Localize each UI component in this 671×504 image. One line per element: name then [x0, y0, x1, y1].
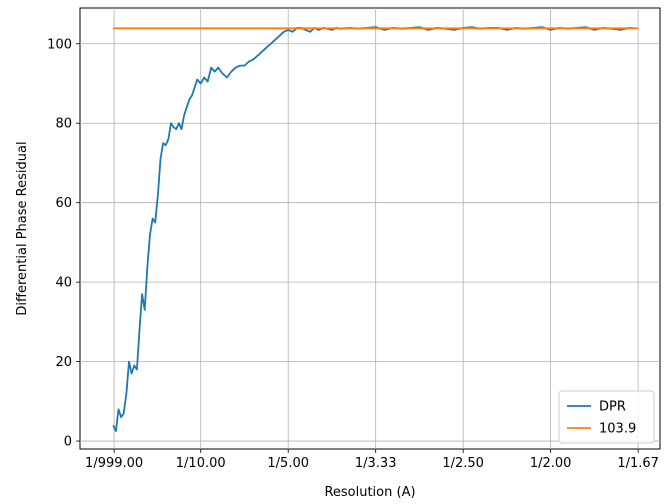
axis-ticks: 1/999.00 1/10.00 1/5.00 1/3.33 1/2.50 1/2.00 1…	[47, 37, 659, 471]
x-tick-label: 1/2.50	[442, 456, 484, 471]
x-tick-label: 1/1.67	[617, 456, 659, 471]
grid	[80, 8, 660, 449]
legend-label: 103.9	[599, 422, 636, 437]
x-tick-label: 1/10.00	[176, 456, 226, 471]
y-tick-label: 20	[55, 355, 72, 370]
y-axis-label: Differential Phase Residual	[15, 141, 30, 315]
x-tick-label: 1/999.00	[85, 456, 143, 471]
x-tick-label: 1/2.00	[530, 456, 572, 471]
y-tick-label: 0	[64, 435, 72, 450]
y-tick-label: 100	[47, 37, 72, 52]
legend: DPR 103.9	[558, 390, 655, 444]
x-axis-label: Resolution (A)	[324, 485, 415, 500]
x-tick-label: 1/5.00	[267, 456, 309, 471]
y-tick-label: 60	[55, 196, 72, 211]
y-tick-label: 40	[55, 276, 72, 291]
plot-area	[79, 7, 661, 450]
legend-label: DPR	[599, 400, 626, 415]
y-tick-label: 80	[55, 117, 72, 132]
x-tick-label: 1/3.33	[355, 456, 397, 471]
legend-box	[558, 390, 655, 444]
dpr-series-line	[112, 26, 634, 432]
series-layer	[112, 26, 639, 432]
